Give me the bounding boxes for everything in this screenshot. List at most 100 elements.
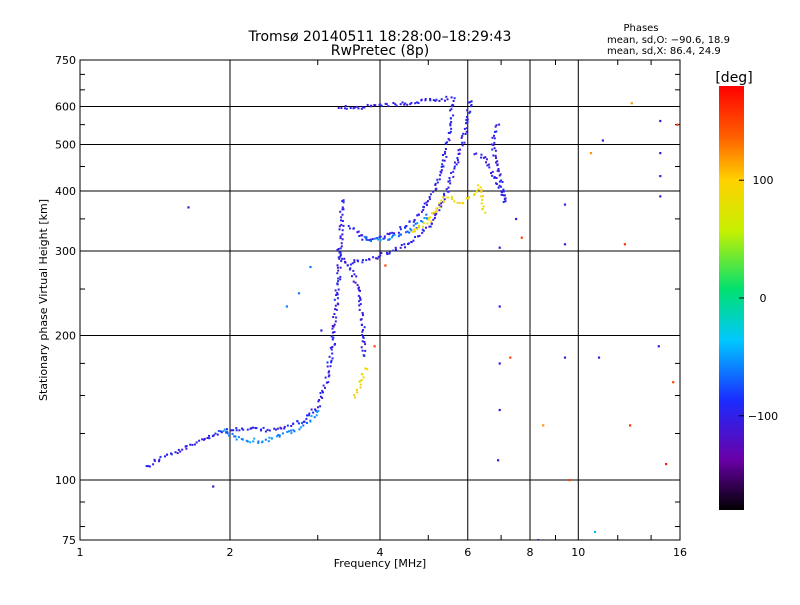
colorbar-ticks: 100 0 −100	[739, 174, 778, 423]
echo-point	[399, 226, 402, 229]
echo-point	[252, 440, 255, 443]
echo-point	[222, 430, 225, 433]
echo-point	[364, 343, 367, 346]
echo-point	[324, 386, 326, 389]
x-tick-label: 2	[227, 546, 234, 559]
echo-point	[297, 422, 300, 425]
echo-point	[185, 445, 188, 447]
echo-point	[440, 202, 442, 205]
echo-point	[497, 459, 500, 462]
echo-point	[435, 212, 438, 215]
echo-point	[319, 405, 322, 408]
echo-point	[250, 427, 253, 430]
echo-point	[462, 132, 465, 135]
echo-point	[473, 192, 476, 195]
echo-point	[453, 200, 456, 203]
echo-point	[305, 417, 308, 420]
echo-point	[439, 174, 442, 177]
echo-point	[450, 117, 452, 120]
echo-point	[421, 231, 424, 234]
echo-point	[337, 107, 340, 109]
echo-point	[480, 189, 483, 191]
echo-point	[501, 181, 504, 183]
echo-point	[401, 101, 404, 104]
echo-point	[429, 97, 432, 100]
echo-point	[481, 198, 484, 201]
echo-point	[286, 424, 289, 427]
echo-point	[444, 148, 447, 150]
echo-point	[384, 264, 387, 267]
echo-point	[476, 184, 479, 187]
echo-point	[475, 152, 478, 155]
echo-point	[359, 383, 362, 386]
echo-point	[597, 356, 601, 359]
echo-point	[313, 416, 316, 419]
echo-point	[491, 136, 494, 139]
echo-point	[428, 198, 431, 201]
echo-point	[390, 236, 393, 239]
echo-point	[342, 224, 345, 227]
echo-point	[315, 414, 318, 417]
echo-point	[440, 199, 443, 202]
echo-point	[400, 244, 403, 246]
x-axis-label: Frequency [MHz]	[334, 557, 426, 570]
echo-point	[364, 367, 367, 370]
echo-point	[158, 460, 160, 463]
echo-point	[395, 248, 397, 251]
echo-point	[498, 174, 501, 177]
echo-point	[438, 202, 441, 205]
echo-point	[563, 243, 567, 246]
echo-point	[373, 345, 376, 348]
echo-point	[480, 202, 483, 205]
echo-point	[153, 459, 156, 462]
echo-point	[337, 280, 340, 283]
echo-point	[466, 127, 469, 130]
grid-lines	[80, 60, 680, 540]
echo-point	[447, 137, 450, 140]
echo-point	[416, 214, 419, 217]
echo-point	[404, 102, 407, 105]
echo-point	[357, 287, 360, 290]
echo-point	[623, 243, 626, 246]
echo-point	[344, 261, 347, 264]
echo-point	[443, 152, 446, 155]
echo-point	[341, 238, 344, 241]
echo-point	[442, 154, 444, 156]
echo-point	[452, 170, 455, 173]
echo-point	[466, 118, 469, 121]
echo-point	[225, 430, 228, 433]
echo-point	[446, 196, 449, 199]
echo-point	[431, 212, 434, 215]
echo-point	[494, 149, 497, 152]
echo-point	[338, 257, 341, 260]
echo-point	[468, 196, 470, 199]
echo-point	[435, 210, 438, 213]
echo-point	[498, 408, 501, 412]
echo-point	[363, 235, 366, 238]
echo-point	[392, 102, 395, 104]
echo-point	[414, 222, 417, 225]
echo-point	[403, 103, 406, 106]
echo-point	[487, 163, 490, 166]
echo-point	[361, 238, 364, 241]
echo-point	[434, 214, 437, 217]
echo-point	[448, 139, 451, 142]
echo-point	[361, 349, 364, 352]
echo-point	[187, 206, 190, 209]
echo-point	[336, 293, 339, 296]
echo-point	[414, 230, 416, 233]
echo-point	[449, 109, 452, 112]
echo-point	[276, 427, 279, 430]
echo-point	[335, 308, 338, 311]
echo-point	[457, 153, 460, 155]
echo-point	[485, 161, 487, 164]
echo-point	[448, 131, 451, 134]
echo-point	[370, 104, 373, 107]
echo-point	[384, 102, 387, 105]
echo-point	[465, 115, 468, 118]
x-tick-label: 6	[464, 546, 471, 559]
echo-point	[341, 208, 344, 211]
echo-point	[362, 335, 365, 338]
echo-point	[509, 356, 512, 359]
echo-point	[361, 261, 364, 264]
